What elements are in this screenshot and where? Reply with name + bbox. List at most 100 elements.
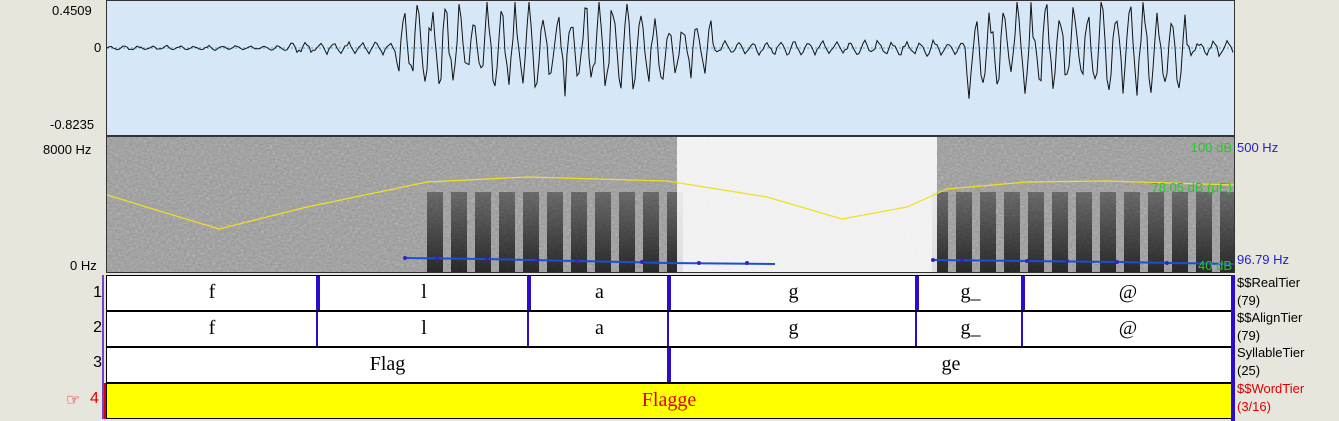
formant-band [475,192,491,272]
pitch-point [403,256,407,260]
db-min-label: 40 dB [1198,258,1232,273]
spectrogram-min-freq-label: 0 Hz [70,258,97,273]
left-edge-marker [102,275,104,419]
tier-count: (25) [1237,363,1261,378]
interval-boundary[interactable] [1021,312,1023,346]
formant-band [956,192,972,272]
formant-band [1076,192,1092,272]
tier-number: 2 [93,319,102,336]
interval[interactable]: Flagge [641,389,697,411]
tier-count: (3/16) [1237,399,1271,414]
waveform-panel[interactable] [106,0,1235,136]
pitch-points [403,256,1169,265]
formant-band [1124,192,1140,272]
formant-band [1004,192,1020,272]
pitch-max-label: 500 Hz [1237,140,1279,155]
pitch-point [1025,259,1029,263]
pitch-point [485,257,489,261]
waveform-zero-label: 0 [94,40,102,55]
formant-band [523,192,539,272]
db-max-label: 100 dB [1190,140,1232,155]
interval-boundary[interactable] [667,276,671,310]
tier-word[interactable]: Flagge [106,383,1232,419]
interval[interactable]: a [595,281,604,303]
spectrogram-max-freq-label: 8000 Hz [43,142,92,157]
tier-label: $$RealTier (79) [1237,274,1300,310]
interval-boundary[interactable] [1021,276,1025,310]
spectrogram-plot [107,137,1234,272]
formant-band [1100,192,1116,272]
pitch-point [575,259,579,263]
tier-number: 4 [90,390,99,407]
interval[interactable]: g_ [960,281,981,303]
waveform-plot [107,1,1234,99]
formant-band [619,192,635,272]
formant-band [1028,192,1044,272]
tier-label: SyllableTier (25) [1237,344,1304,380]
interval[interactable]: @ [1118,317,1138,339]
waveform-min-label: -0.8235 [50,117,95,132]
pitch-contour-2 [932,259,1234,265]
formant-band [643,192,659,272]
tier-count: (79) [1237,328,1261,343]
interval-boundary[interactable] [316,312,318,346]
tier-label: $$AlignTier (79) [1237,309,1302,345]
interval[interactable]: Flag [369,353,406,375]
formant-band [1220,192,1234,272]
interval-boundary[interactable] [915,276,919,310]
formant-band [595,192,611,272]
tier-label: $$WordTier (3/16) [1237,380,1304,416]
tier-count: (79) [1237,293,1261,308]
interval[interactable]: l [421,317,427,339]
intensity-contour [107,176,1234,230]
interval[interactable]: g [788,317,799,339]
formant-band [1052,192,1068,272]
tier-name: $$AlignTier [1237,310,1303,325]
interval[interactable]: @ [1118,281,1138,303]
interval[interactable]: f [208,317,216,339]
tier-number: 3 [93,354,102,371]
pitch-point [745,261,749,265]
interval-boundary[interactable] [527,276,531,310]
pitch-point [960,258,964,262]
spectrogram-panel[interactable]: 100 dB 78.05 dB (μE) 40 dB [106,136,1235,273]
tier-pointer-icon: ☞ [66,392,81,409]
selected-tier-edge [104,383,106,419]
formant-band [451,192,467,272]
right-edge-boundary[interactable] [1231,275,1235,421]
pitch-point [535,258,539,262]
interval[interactable]: a [595,317,604,339]
waveform-max-label: 0.4509 [52,3,92,18]
interval[interactable]: g [788,281,799,303]
formant-band [427,192,443,272]
pitch-point [697,261,701,265]
interval-boundary[interactable] [316,276,320,310]
pitch-point [1115,260,1119,264]
interval-boundary[interactable] [915,312,917,346]
formant-band [571,192,587,272]
interval[interactable]: ge [941,353,961,375]
interval[interactable]: f [208,281,216,303]
tier-name: SyllableTier [1237,345,1305,360]
spectrogram-silence [677,137,937,272]
formant-band [980,192,996,272]
pitch-cursor-label: 96.79 Hz [1237,252,1290,267]
tier-real[interactable]: f l a g g_ @ [106,275,1232,311]
tier-align[interactable]: f l a g g_ @ [106,311,1232,347]
pitch-point [931,258,935,262]
interval-boundary[interactable] [667,312,669,346]
interval-boundary[interactable] [667,348,671,382]
formant-band [547,192,563,272]
spectrogram-formants [427,192,1234,272]
pitch-point [1165,261,1169,265]
tier-syllable[interactable]: Flag ge [106,347,1232,383]
waveform-trace [107,1,1234,99]
formant-band [1172,192,1188,272]
interval[interactable]: l [421,281,427,303]
interval[interactable]: g_ [960,317,981,339]
pitch-point [1065,259,1069,263]
db-cursor-label: 78.05 dB (μE) [1151,180,1232,195]
pitch-point [435,256,439,260]
interval-boundary[interactable] [527,312,529,346]
tier-name: $$RealTier [1237,275,1301,290]
